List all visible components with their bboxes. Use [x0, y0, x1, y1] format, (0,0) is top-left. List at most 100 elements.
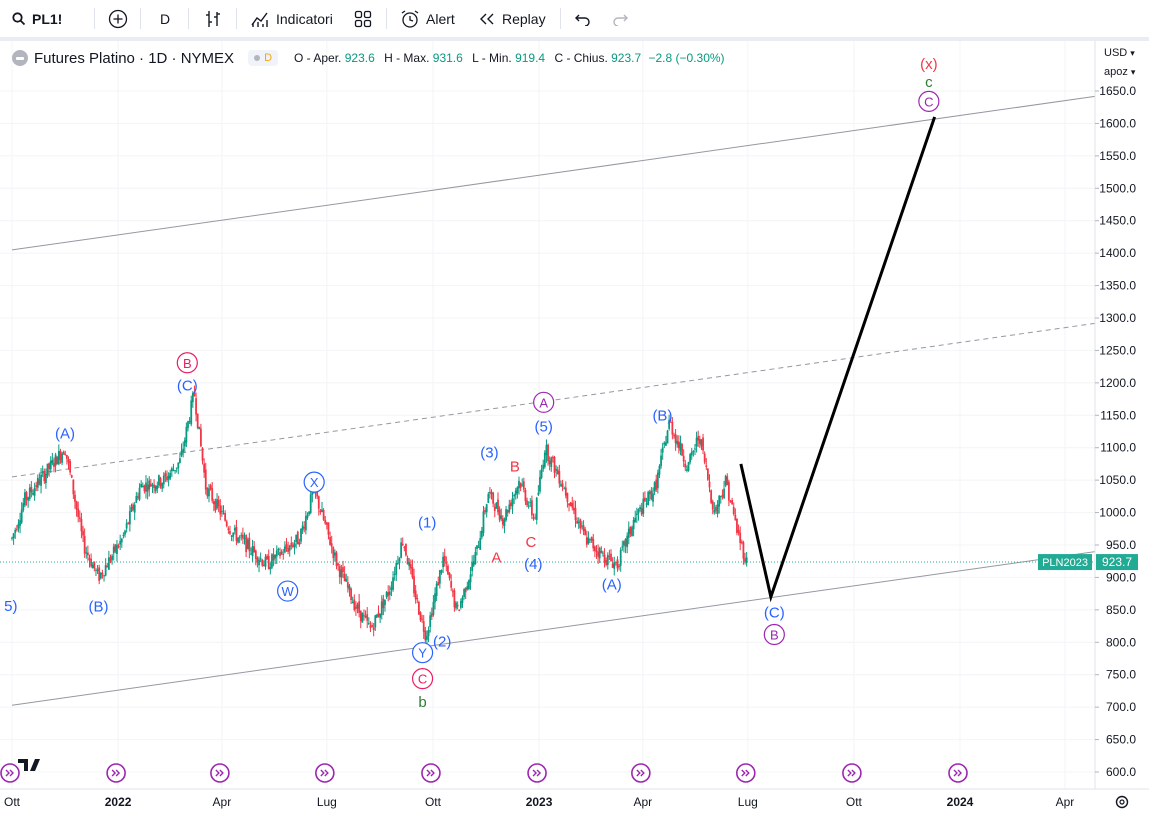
candle-body: [355, 606, 357, 609]
chart-legend: Futures Platino · 1D · NYMEX D O - Aper.…: [12, 49, 725, 67]
candle-body: [169, 472, 172, 479]
gear-icon[interactable]: [1115, 795, 1129, 809]
redo-button[interactable]: [611, 0, 629, 37]
candle-body: [458, 609, 461, 611]
candle-body: [587, 537, 590, 544]
currency-selector[interactable]: USD ▾: [1104, 47, 1135, 59]
candle-body: [254, 550, 257, 559]
wave-label: b: [418, 694, 426, 711]
candle-body: [590, 536, 593, 541]
candle-body: [212, 501, 215, 505]
event-marker-icon[interactable]: [527, 763, 547, 783]
candle-body: [32, 492, 34, 495]
candle-body: [358, 601, 361, 613]
candle-body: [56, 456, 59, 465]
candle-body: [159, 477, 162, 487]
candle-body: [635, 513, 638, 516]
candle-body: [618, 565, 620, 567]
candle-body: [196, 413, 199, 428]
candle-body: [566, 492, 569, 502]
event-marker-icon[interactable]: [735, 763, 756, 783]
candle-body: [484, 509, 486, 513]
candle-body: [193, 392, 196, 396]
candle-body: [95, 569, 97, 571]
candle-body: [694, 448, 696, 450]
alert-button[interactable]: Alert: [400, 0, 455, 37]
candle-body: [379, 613, 382, 618]
interval-button[interactable]: D: [160, 0, 170, 37]
candle-body: [109, 557, 112, 562]
candle-body: [516, 487, 519, 494]
event-marker-icon[interactable]: [842, 763, 862, 783]
candle-body: [133, 504, 136, 513]
price-chart[interactable]: (A)(B)B(C)WX(1)(2)YCb(3)ABC(4)A(5)(A)(B)…: [0, 41, 1149, 823]
event-marker-icon[interactable]: [0, 763, 20, 783]
candle-body: [206, 488, 209, 497]
event-marker-chevron: [5, 769, 10, 777]
symbol-search-button[interactable]: PL1!: [12, 0, 62, 37]
wave-label: (4): [524, 556, 542, 573]
replay-button[interactable]: Replay: [478, 0, 546, 37]
wave-label-circle: [176, 352, 198, 374]
candle-body: [453, 590, 456, 608]
candle-body: [637, 509, 640, 514]
event-marker-icon[interactable]: [210, 763, 230, 783]
chevron-down-icon: ▾: [1130, 67, 1136, 77]
candle-body: [647, 491, 650, 505]
candle-body: [240, 535, 243, 537]
candle-body: [309, 494, 312, 513]
indicators-button[interactable]: Indicatori: [250, 0, 333, 37]
toolbar-separator-strip: [0, 37, 1149, 41]
candle-body: [572, 507, 575, 511]
candle-body: [676, 440, 679, 445]
candle-body: [687, 462, 690, 471]
event-marker-icon[interactable]: [948, 763, 968, 783]
price-tick-label: 1150.0: [1100, 408, 1136, 422]
event-marker-icon[interactable]: [421, 763, 441, 783]
candle-body: [311, 492, 314, 495]
candle-body: [661, 447, 664, 453]
layouts-button[interactable]: [354, 0, 372, 37]
time-axis[interactable]: Ott 2022 Apr Lug Ott 2023 Apr Lug Ott 2024 Apr: [0, 788, 1149, 823]
compare-symbol-button[interactable]: [108, 0, 128, 37]
candle-body: [417, 601, 420, 615]
candle-body: [317, 496, 320, 509]
candle-body: [91, 564, 94, 569]
candle-body: [689, 454, 692, 463]
candle-body: [227, 528, 230, 531]
event-marker-icon[interactable]: [106, 763, 126, 783]
candle-body: [684, 463, 687, 468]
candle-body: [711, 501, 714, 510]
candle-body: [387, 592, 390, 596]
price-scale[interactable]: 1650.0 1600.0 1550.0 1500.0 1450.0 1400.0 1350…: [1038, 41, 1149, 789]
chart-type-button[interactable]: [204, 0, 222, 37]
candle-body: [303, 527, 306, 529]
candle-body: [392, 577, 394, 590]
candle-body: [644, 497, 646, 502]
candle-body: [740, 541, 743, 543]
candle-body: [652, 493, 654, 502]
candle-body: [28, 487, 31, 499]
candle-body: [83, 535, 86, 554]
candle-body: [414, 590, 417, 600]
price-tick-label: 1400.0: [1099, 246, 1136, 260]
candle-body: [550, 457, 553, 467]
change-value: −2.8 (−0.30%): [648, 51, 725, 65]
candle-body: [432, 601, 435, 615]
event-marker-chevron: [426, 769, 431, 777]
event-marker-chevron: [532, 769, 538, 777]
candle-body: [53, 462, 55, 467]
candle-body: [170, 468, 173, 472]
data-badge[interactable]: D: [248, 50, 279, 66]
scale-mode-selector[interactable]: apoz ▾: [1104, 66, 1135, 78]
wave-label: Y: [418, 646, 427, 661]
wave-label: B: [510, 459, 520, 476]
event-marker-icon[interactable]: [631, 763, 651, 783]
candle-body: [256, 557, 259, 563]
undo-button[interactable]: [574, 0, 592, 37]
event-marker-icon[interactable]: [315, 763, 335, 783]
price-tick-label: 1300.0: [1099, 311, 1136, 325]
candle-body: [258, 559, 260, 566]
legend-title[interactable]: Futures Platino · 1D · NYMEX: [34, 49, 235, 67]
candle-body: [49, 460, 52, 470]
